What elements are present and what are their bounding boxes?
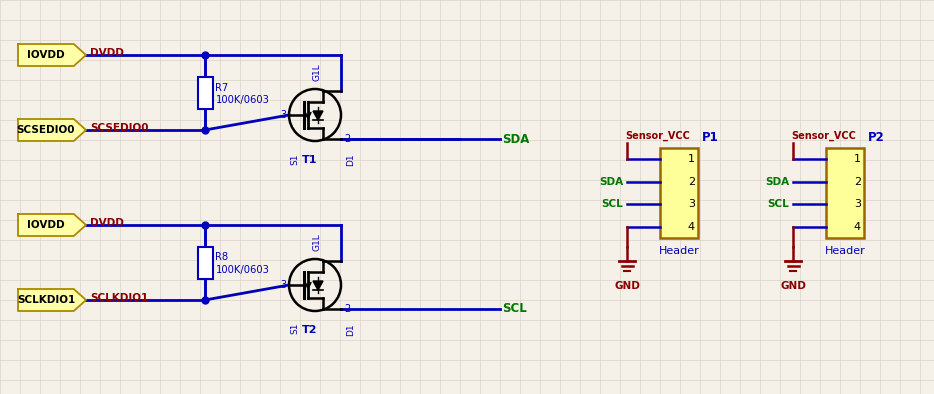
Text: T2: T2 — [303, 325, 318, 335]
Polygon shape — [18, 44, 86, 66]
Text: SCSEDIO0: SCSEDIO0 — [17, 125, 75, 135]
Text: 3: 3 — [688, 199, 695, 209]
Polygon shape — [18, 289, 86, 311]
Polygon shape — [313, 111, 323, 120]
Text: Sensor_VCC: Sensor_VCC — [625, 131, 690, 141]
Text: R7: R7 — [216, 82, 229, 93]
Bar — [826, 148, 864, 238]
Bar — [197, 247, 213, 279]
Text: SDA: SDA — [765, 177, 789, 187]
Text: P2: P2 — [868, 131, 884, 144]
Text: 2: 2 — [344, 134, 350, 144]
Text: 4: 4 — [854, 222, 861, 232]
Text: G1L: G1L — [313, 63, 321, 81]
Text: G1L: G1L — [313, 233, 321, 251]
Text: 4: 4 — [687, 222, 695, 232]
Text: IOVDD: IOVDD — [27, 220, 64, 230]
Text: DVDD: DVDD — [90, 48, 124, 58]
Text: IOVDD: IOVDD — [27, 50, 64, 60]
Text: SCL: SCL — [767, 199, 789, 209]
Text: DVDD: DVDD — [90, 218, 124, 228]
Text: 2: 2 — [854, 177, 861, 187]
Text: Header: Header — [658, 246, 700, 256]
Text: GND: GND — [614, 281, 640, 291]
Text: SCL: SCL — [601, 199, 623, 209]
Text: SCLKDIO1: SCLKDIO1 — [90, 293, 149, 303]
Text: S1: S1 — [290, 323, 300, 335]
Text: SCL: SCL — [502, 303, 527, 316]
Text: 3: 3 — [280, 110, 286, 120]
Bar — [660, 148, 698, 238]
Text: 100K/0603: 100K/0603 — [216, 95, 269, 104]
Text: SDA: SDA — [599, 177, 623, 187]
Text: Sensor_VCC: Sensor_VCC — [791, 131, 856, 141]
Text: 100K/0603: 100K/0603 — [216, 264, 269, 275]
Text: S1: S1 — [290, 153, 300, 165]
Polygon shape — [18, 214, 86, 236]
Text: R8: R8 — [216, 253, 229, 262]
Text: 1: 1 — [688, 154, 695, 164]
Text: SCSEDIO0: SCSEDIO0 — [90, 123, 149, 133]
Text: SDA: SDA — [502, 132, 530, 145]
Text: D1: D1 — [347, 153, 356, 165]
Text: 2: 2 — [687, 177, 695, 187]
Text: T1: T1 — [303, 155, 318, 165]
Text: 2: 2 — [344, 304, 350, 314]
Text: 1: 1 — [854, 154, 861, 164]
Polygon shape — [313, 281, 323, 290]
Text: P1: P1 — [702, 131, 719, 144]
Text: Header: Header — [825, 246, 866, 256]
Bar — [197, 76, 213, 108]
Text: 3: 3 — [280, 280, 286, 290]
Text: D1: D1 — [347, 323, 356, 336]
Polygon shape — [18, 119, 86, 141]
Text: GND: GND — [780, 281, 806, 291]
Text: SCLKDIO1: SCLKDIO1 — [17, 295, 75, 305]
Text: 3: 3 — [854, 199, 861, 209]
